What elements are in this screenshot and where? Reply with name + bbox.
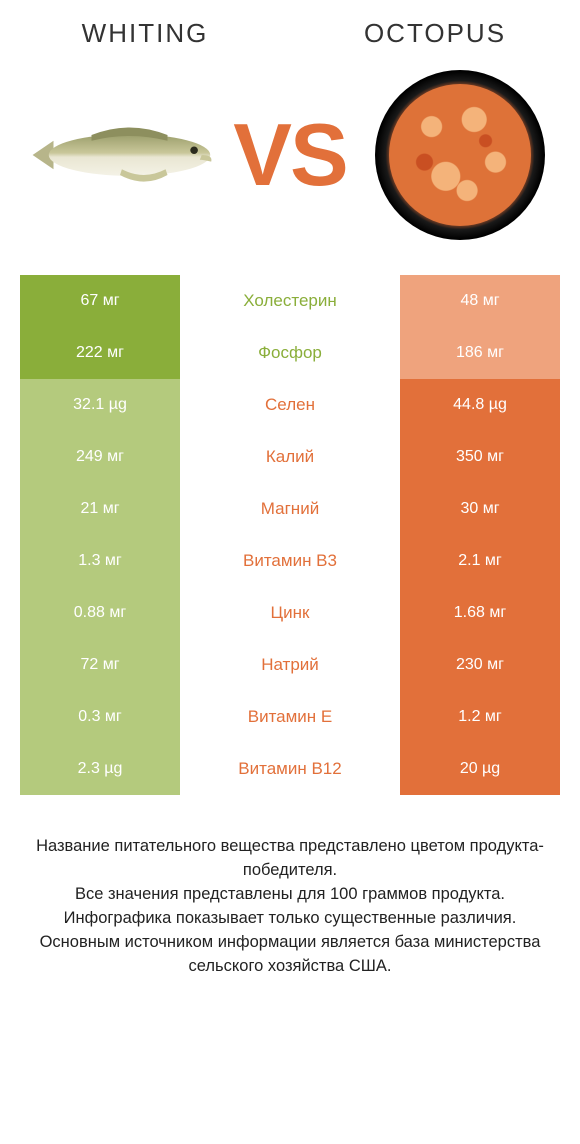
left-value-cell: 249 мг bbox=[20, 431, 180, 483]
nutrient-label: Калий bbox=[180, 431, 400, 483]
nutrient-label: Магний bbox=[180, 483, 400, 535]
fish-icon bbox=[25, 110, 215, 200]
nutrient-label: Цинк bbox=[180, 587, 400, 639]
footer-line: Все значения представлены для 100 граммо… bbox=[30, 883, 550, 907]
left-product-image bbox=[20, 65, 220, 245]
octopus-icon bbox=[375, 70, 545, 240]
right-value-cell: 2.1 мг bbox=[400, 535, 560, 587]
header: WHITING OCTOPUS bbox=[0, 0, 580, 55]
nutrient-label: Селен bbox=[180, 379, 400, 431]
left-value-cell: 72 мг bbox=[20, 639, 180, 691]
right-value-cell: 1.2 мг bbox=[400, 691, 560, 743]
table-row: 72 мгНатрий230 мг bbox=[20, 639, 560, 691]
left-value-cell: 0.88 мг bbox=[20, 587, 180, 639]
nutrient-label: Витамин B3 bbox=[180, 535, 400, 587]
comparison-table: 67 мгХолестерин48 мг222 мгФосфор186 мг32… bbox=[0, 275, 580, 795]
table-row: 32.1 µgСелен44.8 µg bbox=[20, 379, 560, 431]
footer-line: Основным источником информации является … bbox=[30, 931, 550, 979]
left-value-cell: 0.3 мг bbox=[20, 691, 180, 743]
footer-line: Инфографика показывает только существенн… bbox=[30, 907, 550, 931]
right-value-cell: 30 мг bbox=[400, 483, 560, 535]
left-value-cell: 222 мг bbox=[20, 327, 180, 379]
vs-label: VS bbox=[233, 111, 346, 199]
table-row: 0.3 мгВитамин E1.2 мг bbox=[20, 691, 560, 743]
table-row: 67 мгХолестерин48 мг bbox=[20, 275, 560, 327]
table-row: 2.3 µgВитамин B1220 µg bbox=[20, 743, 560, 795]
right-product-image bbox=[360, 65, 560, 245]
nutrient-label: Натрий bbox=[180, 639, 400, 691]
footer-line: Название питательного вещества представл… bbox=[30, 835, 550, 883]
left-value-cell: 67 мг bbox=[20, 275, 180, 327]
left-value-cell: 21 мг bbox=[20, 483, 180, 535]
right-value-cell: 48 мг bbox=[400, 275, 560, 327]
left-value-cell: 2.3 µg bbox=[20, 743, 180, 795]
table-row: 21 мгМагний30 мг bbox=[20, 483, 560, 535]
left-value-cell: 32.1 µg bbox=[20, 379, 180, 431]
right-value-cell: 186 мг bbox=[400, 327, 560, 379]
right-value-cell: 230 мг bbox=[400, 639, 560, 691]
table-row: 0.88 мгЦинк1.68 мг bbox=[20, 587, 560, 639]
table-row: 249 мгКалий350 мг bbox=[20, 431, 560, 483]
left-value-cell: 1.3 мг bbox=[20, 535, 180, 587]
nutrient-label: Холестерин bbox=[180, 275, 400, 327]
nutrient-label: Фосфор bbox=[180, 327, 400, 379]
right-product-title: OCTOPUS bbox=[290, 18, 580, 49]
table-row: 222 мгФосфор186 мг bbox=[20, 327, 560, 379]
right-value-cell: 350 мг bbox=[400, 431, 560, 483]
footer-notes: Название питательного вещества представл… bbox=[0, 795, 580, 979]
table-row: 1.3 мгВитамин B32.1 мг bbox=[20, 535, 560, 587]
nutrient-label: Витамин E bbox=[180, 691, 400, 743]
nutrient-label: Витамин B12 bbox=[180, 743, 400, 795]
right-value-cell: 20 µg bbox=[400, 743, 560, 795]
left-product-title: WHITING bbox=[0, 18, 290, 49]
right-value-cell: 44.8 µg bbox=[400, 379, 560, 431]
right-value-cell: 1.68 мг bbox=[400, 587, 560, 639]
images-row: VS bbox=[0, 55, 580, 275]
